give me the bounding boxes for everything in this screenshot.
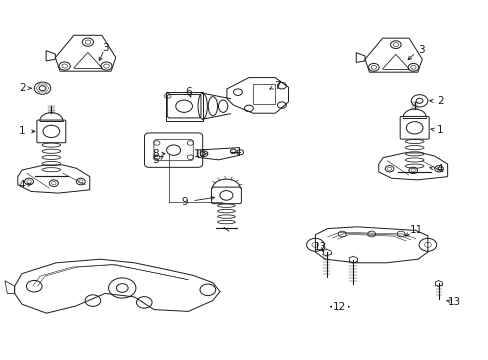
Text: 8: 8 (152, 149, 159, 159)
Text: 5: 5 (151, 155, 158, 165)
Text: 2: 2 (436, 96, 443, 106)
Text: 13: 13 (447, 297, 461, 307)
Text: 2: 2 (19, 83, 26, 93)
Text: 10: 10 (194, 149, 206, 159)
Text: 13: 13 (313, 242, 326, 252)
Text: 6: 6 (184, 87, 191, 97)
Text: 9: 9 (181, 197, 188, 207)
Text: 1: 1 (19, 126, 25, 136)
Text: 11: 11 (409, 225, 423, 235)
Text: 12: 12 (332, 302, 346, 312)
Text: 4: 4 (436, 164, 443, 174)
Text: 7: 7 (273, 81, 280, 91)
Text: 4: 4 (19, 180, 25, 190)
Text: 3: 3 (102, 42, 108, 53)
Text: 1: 1 (436, 125, 443, 135)
Text: 3: 3 (417, 45, 424, 55)
